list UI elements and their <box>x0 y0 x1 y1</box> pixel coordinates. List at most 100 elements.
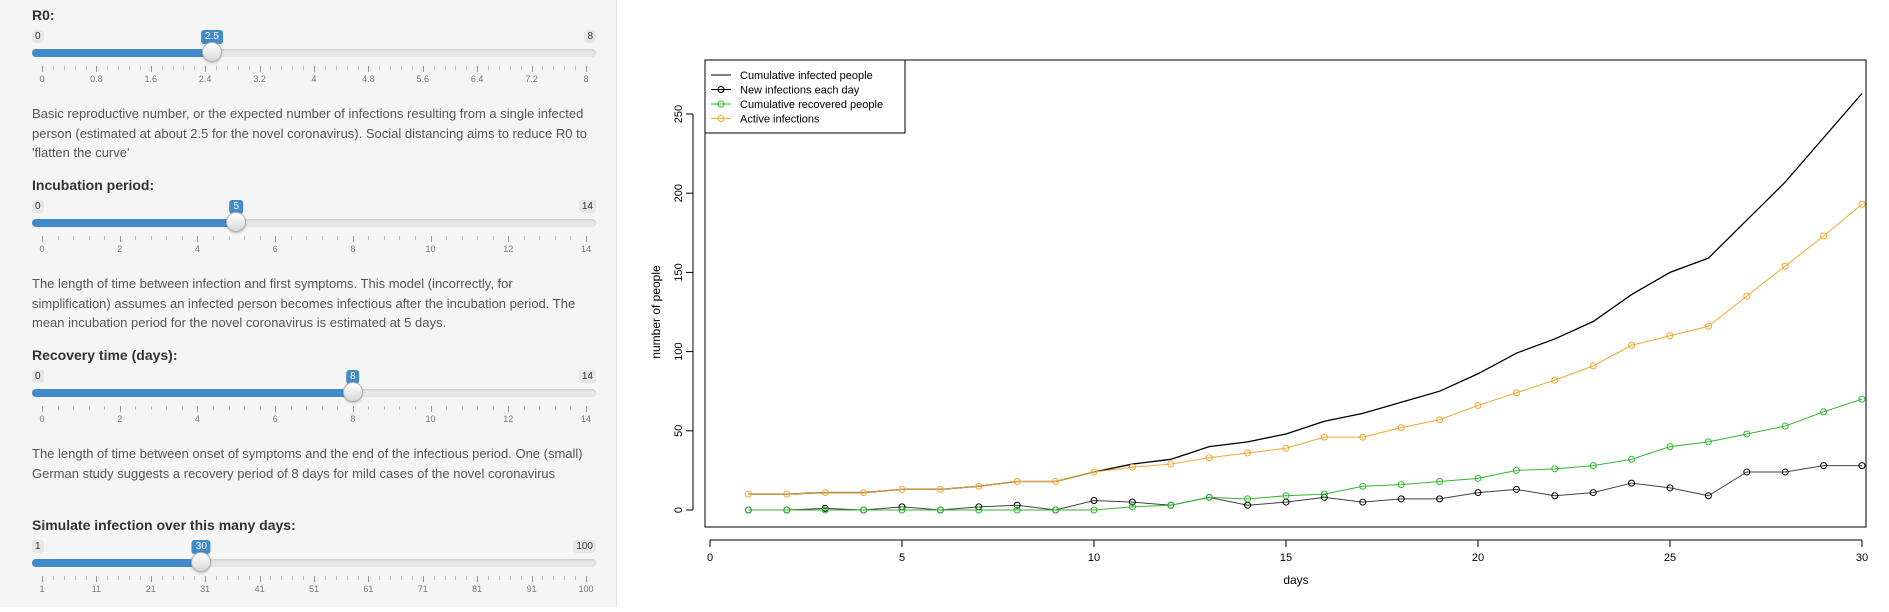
minor-tick-mark <box>129 66 131 70</box>
r0-slider-track[interactable] <box>32 49 596 57</box>
legend-marker <box>717 100 725 108</box>
tick-mark <box>314 66 315 72</box>
tick-mark <box>531 576 533 582</box>
tick-mark <box>586 406 587 412</box>
series-2-point <box>821 506 829 514</box>
tick-label: 4 <box>194 244 200 254</box>
minor-tick-mark <box>346 66 348 70</box>
tick-label: 0 <box>39 74 45 84</box>
incubation-slider-track[interactable] <box>32 219 596 227</box>
tick-label: 14 <box>580 244 592 254</box>
tick-label: 4 <box>194 414 200 424</box>
series-3-point <box>1359 433 1367 441</box>
chart-area: 0 5 10 15 20 25 30 0 50 100 150 200 250 days number of… <box>640 0 1889 607</box>
incubation-slider[interactable]: 0 14 5 0 2 4 6 8 10 12 14 <box>32 200 596 260</box>
days-slider-handle[interactable] <box>191 552 212 572</box>
tick-mark <box>42 576 43 582</box>
series-1-point <box>1704 492 1712 500</box>
series-1-point <box>1474 489 1482 497</box>
series-3-point <box>821 489 829 497</box>
plot-frame <box>704 59 1867 528</box>
days-slider-label: Simulate infection over this many days: <box>32 517 296 533</box>
tick-mark <box>586 576 587 582</box>
tick-label: 0.8 <box>90 74 103 84</box>
series-3-point <box>1858 200 1866 208</box>
r0-slider[interactable]: 0 8 2.5 0 0.8 1.6 2.4 3.2 4 4.8 5.6 6.4 7.2 8 <box>32 30 596 90</box>
series-2-point <box>1052 506 1060 514</box>
minor-tick-mark <box>523 406 525 410</box>
minor-tick-mark <box>570 236 572 240</box>
minor-tick-mark <box>433 576 435 580</box>
r0-slider-label: R0: <box>32 7 55 23</box>
series-2-point <box>1474 474 1482 482</box>
minor-tick-mark <box>259 236 261 240</box>
series-3-point <box>1320 433 1328 441</box>
minor-tick-mark <box>520 66 522 70</box>
minor-tick-mark <box>477 406 479 410</box>
minor-tick-mark <box>461 236 463 240</box>
tick-label: 2.4 <box>198 74 212 84</box>
days-slider[interactable]: 1 100 30 1 11 21 31 41 51 61 71 81 91 100 <box>32 540 596 600</box>
series-1-point <box>1820 462 1828 470</box>
minor-tick-mark <box>88 406 90 410</box>
series-2-point <box>1781 422 1789 430</box>
series-1-point <box>1397 495 1405 503</box>
series-2-point <box>1512 466 1520 474</box>
series-3-point <box>1512 389 1520 397</box>
series-1-point <box>1551 492 1559 500</box>
minor-tick-mark <box>444 576 446 580</box>
minor-tick-mark <box>118 576 120 580</box>
series-3-point <box>744 490 752 498</box>
tick-label: 1.6 <box>144 74 158 84</box>
series-3-point <box>1474 401 1482 409</box>
days-slider-ticks: 1 11 21 31 41 51 61 71 81 91 100 <box>32 576 596 596</box>
tick-label: 6 <box>272 244 278 254</box>
series-3-point <box>1743 292 1751 300</box>
series-3-point <box>936 485 944 493</box>
minor-tick-mark <box>446 406 448 410</box>
series-3-point <box>1013 477 1021 485</box>
tick-mark <box>508 406 510 412</box>
y-axis-title: number of people <box>649 265 663 359</box>
incubation-slider-handle[interactable] <box>226 212 247 232</box>
minor-tick-mark <box>259 406 261 410</box>
minor-tick-mark <box>183 66 185 70</box>
series-3-point <box>1244 449 1252 457</box>
r0-min-label: 0 <box>32 30 44 43</box>
series-2-point <box>783 506 791 514</box>
minor-tick-mark <box>172 66 174 70</box>
recovery-slider-handle[interactable] <box>342 382 363 402</box>
tick-label: 1 <box>39 584 45 594</box>
tick-mark <box>352 406 354 412</box>
tick-mark <box>422 66 424 72</box>
recovery-slider-track[interactable] <box>32 389 596 397</box>
tick-mark <box>314 576 315 582</box>
minor-tick-mark <box>401 576 403 580</box>
tick-label: 14 <box>580 414 592 424</box>
r0-slider-handle[interactable] <box>202 42 222 62</box>
minor-tick-mark <box>461 406 463 410</box>
minor-tick-mark <box>63 66 65 70</box>
minor-tick-mark <box>335 66 337 70</box>
recovery-slider-label: Recovery time (days): <box>32 347 178 363</box>
minor-tick-mark <box>88 236 90 240</box>
x-tick-label: 30 <box>1856 552 1868 564</box>
minor-tick-mark <box>212 406 214 410</box>
minor-tick-mark <box>321 236 323 240</box>
legend-entry-label: Active infections <box>740 114 820 126</box>
minor-tick-mark <box>321 406 323 410</box>
series-3-point <box>898 485 906 493</box>
minor-tick-mark <box>383 236 385 240</box>
tick-label: 5.6 <box>416 74 430 84</box>
recovery-slider[interactable]: 0 14 8 0 2 4 6 8 10 12 14 <box>32 370 596 430</box>
minor-tick-mark <box>150 236 152 240</box>
sidebar-panel: R0: 0 8 2.5 0 0.8 1.6 2.4 3.2 4 4.8 5.6 6.4 7.2 8 Basic… <box>0 0 617 607</box>
minor-tick-mark <box>216 576 218 580</box>
tick-label: 6 <box>272 414 278 424</box>
days-slider-track[interactable] <box>32 559 596 567</box>
tick-label: 11 <box>91 584 102 594</box>
minor-tick-mark <box>104 406 106 410</box>
minor-tick-mark <box>390 576 392 580</box>
tick-mark <box>42 406 43 412</box>
series-1-point <box>1512 485 1520 493</box>
